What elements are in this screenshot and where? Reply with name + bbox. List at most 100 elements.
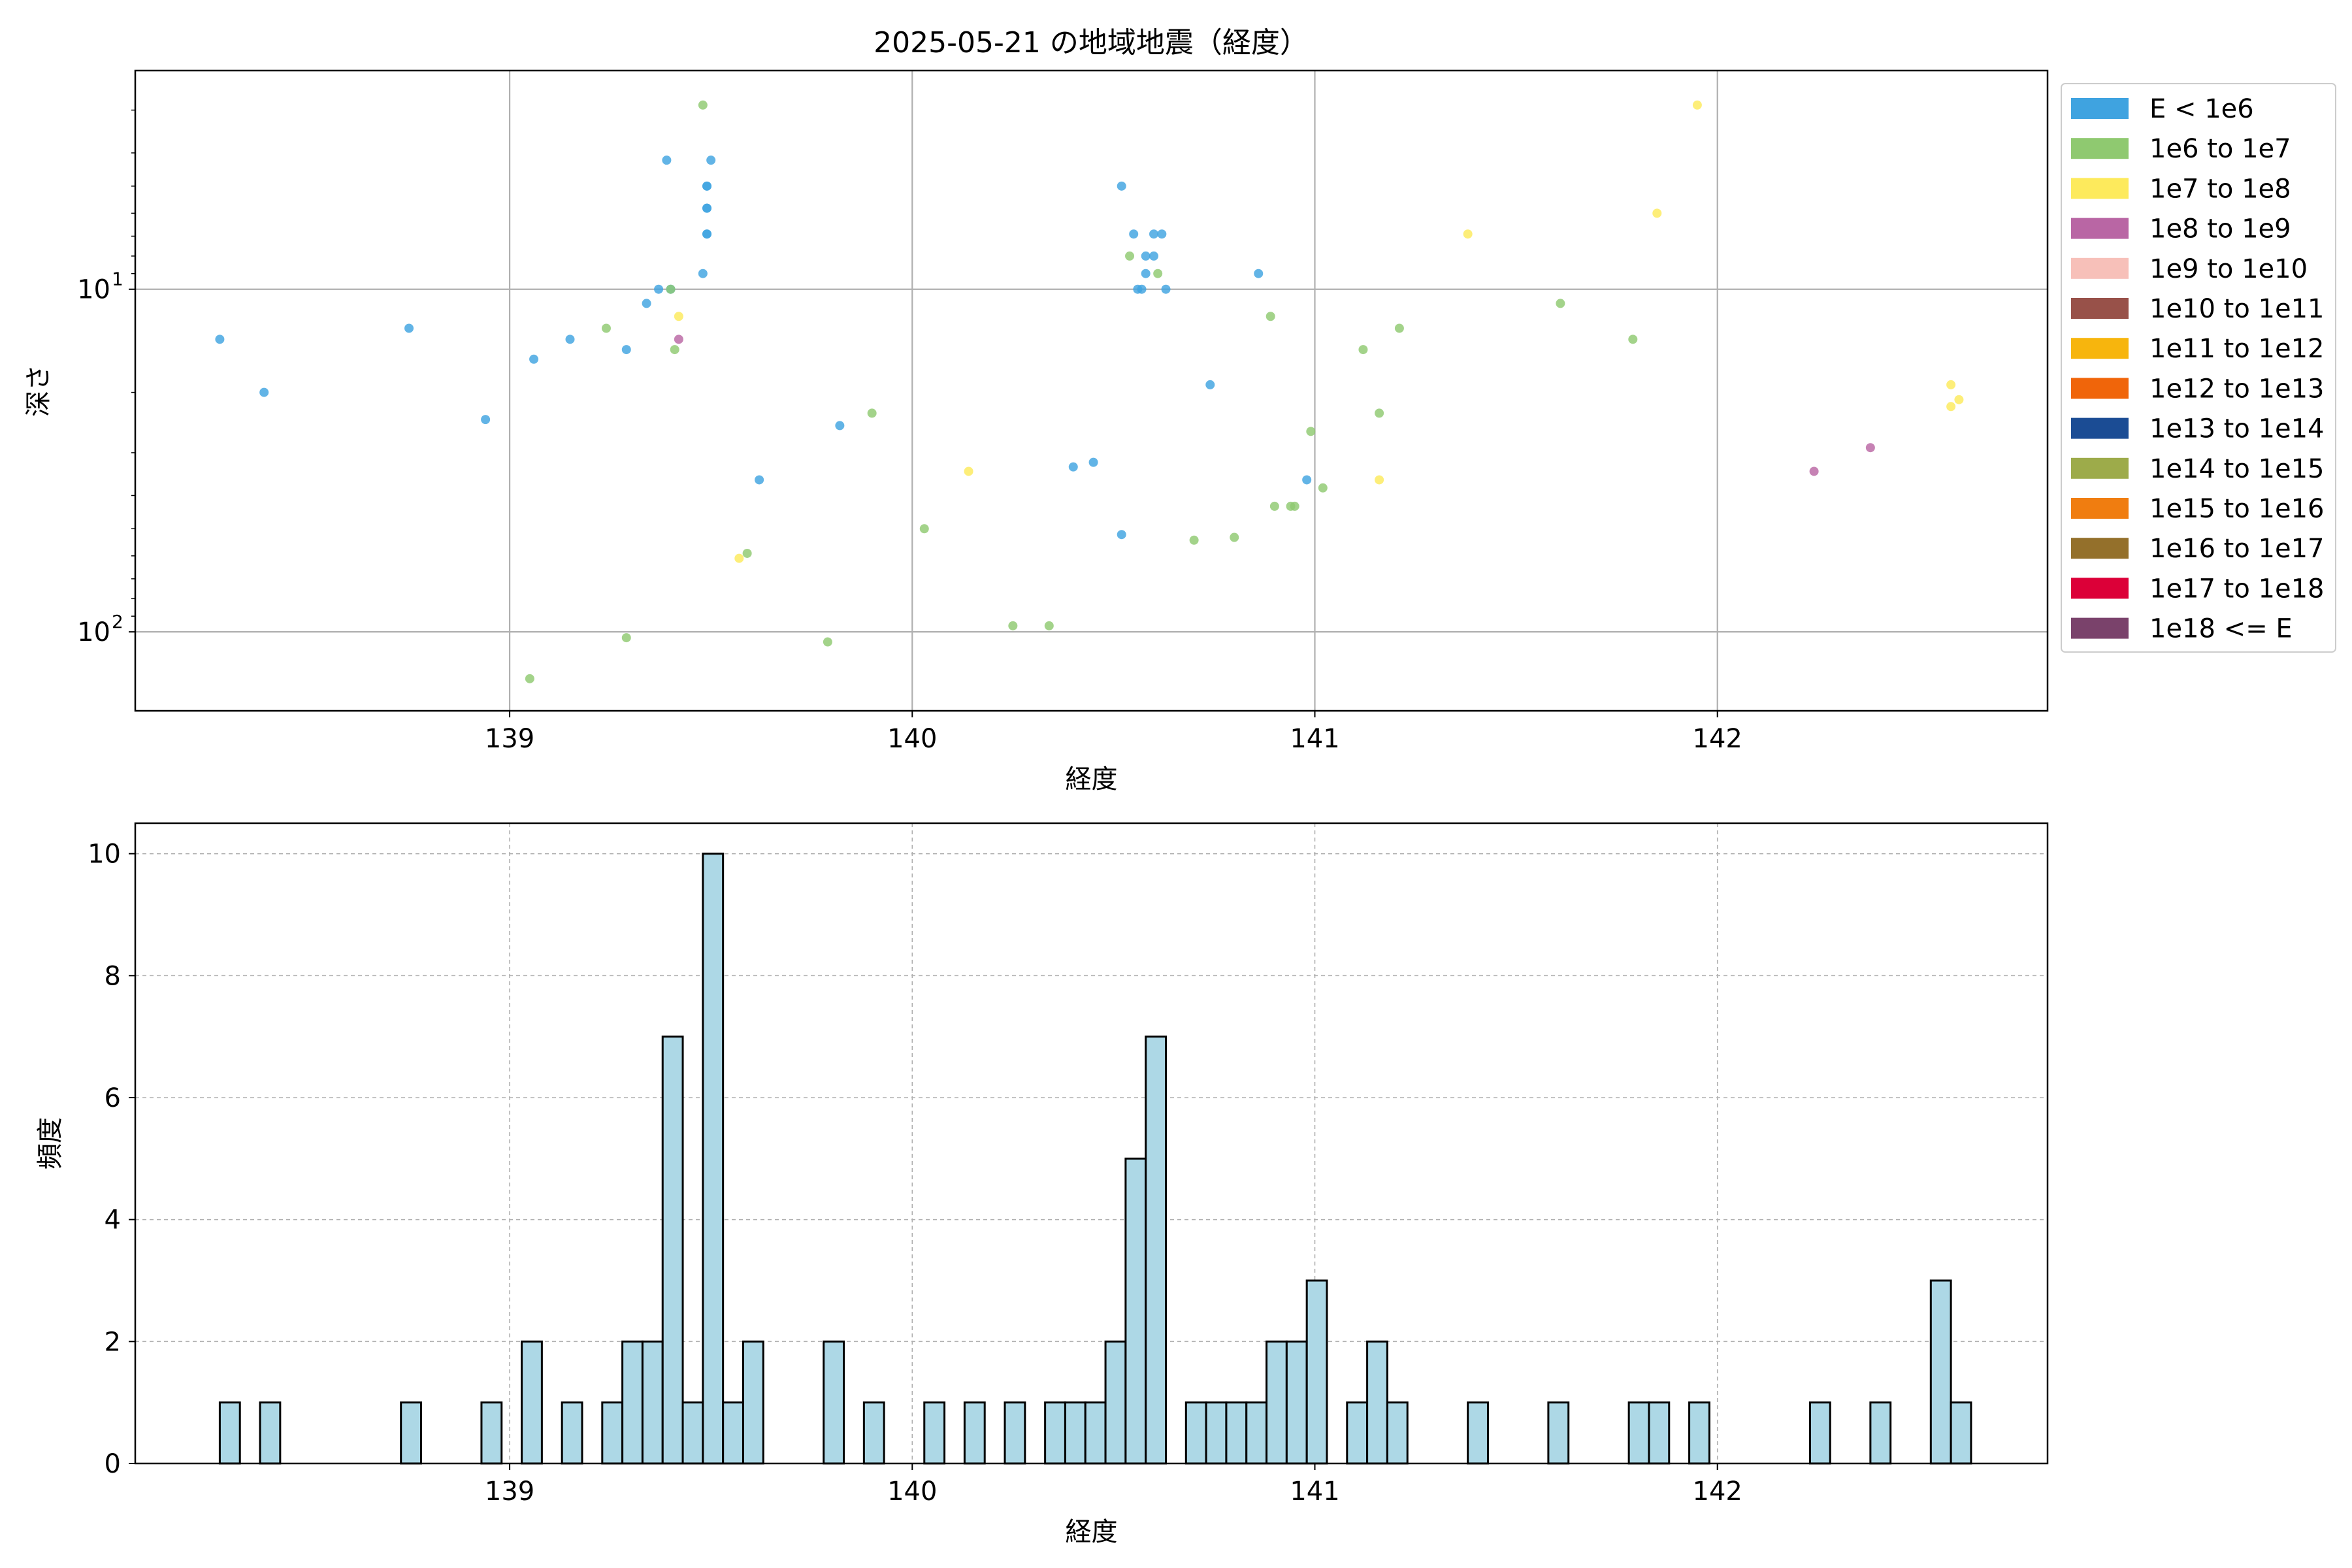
histogram-y-tick-label: 0	[105, 1449, 121, 1479]
scatter-y-axis-label: 深さ	[24, 365, 54, 417]
scatter-point	[259, 387, 269, 397]
histogram-x-tick-label: 141	[1290, 1477, 1339, 1507]
scatter-point	[1375, 408, 1384, 418]
scatter-x-tick-label: 140	[887, 724, 937, 754]
scatter-point	[919, 524, 929, 534]
legend-swatch	[2071, 338, 2129, 359]
histogram-y-tick-label: 4	[105, 1205, 121, 1235]
scatter-point	[1358, 345, 1368, 355]
scatter-point	[529, 354, 539, 364]
scatter-point	[1463, 229, 1473, 239]
scatter-point	[404, 323, 414, 333]
legend-swatch	[2071, 617, 2129, 639]
scatter-point	[823, 637, 832, 647]
legend-swatch	[2071, 378, 2129, 399]
histogram-bar	[1688, 1401, 1710, 1465]
legend-swatch	[2071, 298, 2129, 319]
histogram: 139 140 141 142 0 2 4 6 8 10 経度 頻度	[35, 822, 2049, 1547]
scatter-point	[734, 553, 744, 563]
scatter-point	[525, 674, 534, 683]
histogram-bar	[1869, 1401, 1892, 1465]
histogram-bar	[661, 1036, 684, 1465]
histogram-bar	[722, 1401, 744, 1465]
histogram-bar	[1184, 1401, 1207, 1465]
scatter-point	[621, 345, 631, 355]
legend-label: 1e6 to 1e7	[2149, 134, 2291, 164]
scatter-point	[1652, 208, 1662, 218]
scatter-point	[601, 323, 611, 333]
scatter-x-axis-label: 経度	[1066, 764, 1118, 794]
scatter-point	[1141, 251, 1151, 261]
scatter-point	[1692, 100, 1702, 110]
scatter-point	[835, 421, 845, 431]
legend-label: 1e17 to 1e18	[2149, 574, 2325, 604]
histogram-bar	[1225, 1401, 1248, 1465]
legend-swatch	[2071, 98, 2129, 119]
scatter-point	[1809, 466, 1819, 476]
histogram-bar	[1104, 1340, 1127, 1465]
histogram-y-tick-label: 6	[105, 1083, 121, 1113]
histogram-bar	[1266, 1340, 1288, 1465]
scatter-point	[702, 181, 712, 191]
legend-label: E < 1e6	[2149, 94, 2254, 124]
scatter-point	[666, 284, 676, 294]
scatter-point	[642, 299, 651, 308]
scatter-point	[1946, 402, 1956, 412]
histogram-bar	[1386, 1401, 1409, 1465]
scatter-x-tick-label: 139	[485, 724, 534, 754]
legend-label: 1e12 to 1e13	[2149, 374, 2325, 404]
histogram-bar	[218, 1401, 241, 1465]
scatter-point	[654, 284, 664, 294]
scatter-point	[1865, 443, 1875, 453]
legend-label: 1e8 to 1e9	[2149, 214, 2291, 244]
histogram-bar	[1305, 1279, 1328, 1465]
scatter-point	[702, 229, 712, 239]
scatter-point	[215, 335, 225, 344]
legend-swatch	[2071, 457, 2129, 479]
scatter-y-tick-label: 10	[77, 617, 110, 647]
legend-swatch	[2071, 578, 2129, 599]
scatter-point	[1230, 532, 1239, 542]
scatter-point	[1117, 181, 1126, 191]
histogram-x-tick-label: 139	[485, 1477, 534, 1507]
histogram-bar	[1124, 1157, 1147, 1465]
histogram-bar	[1064, 1401, 1086, 1465]
histogram-bar	[1145, 1036, 1167, 1465]
histogram-y-tick-label: 10	[88, 840, 121, 870]
legend-swatch	[2071, 178, 2129, 199]
scatter-y-tick-label: 10	[77, 275, 110, 305]
histogram-gridlines	[135, 823, 2048, 1463]
histogram-y-tick-label: 8	[105, 961, 121, 991]
scatter-point	[1161, 284, 1171, 294]
legend-label: 1e7 to 1e8	[2149, 174, 2291, 204]
histogram-bar	[1285, 1340, 1308, 1465]
histogram-bar	[1547, 1401, 1570, 1465]
scatter-point	[1068, 462, 1078, 472]
legend-label: 1e15 to 1e16	[2149, 494, 2325, 524]
scatter-x-tick-label: 142	[1693, 724, 1742, 754]
histogram-bar	[1648, 1401, 1671, 1465]
legend-swatch	[2071, 218, 2129, 239]
histogram-bar	[1245, 1401, 1268, 1465]
scatter-point	[662, 155, 672, 165]
scatter-y-tick-exponent: 2	[112, 611, 123, 632]
scatter-point	[742, 548, 752, 558]
scatter-point	[1375, 475, 1384, 485]
scatter-point	[1157, 229, 1167, 239]
histogram-x-ticks: 139 140 141 142	[485, 1463, 1742, 1507]
scatter-point	[1628, 335, 1638, 344]
scatter-point	[1318, 483, 1328, 493]
histogram-y-axis-label: 頻度	[35, 1117, 65, 1169]
scatter-point	[670, 345, 679, 355]
histogram-bar	[641, 1340, 664, 1465]
scatter-point	[565, 335, 575, 344]
scatter-point	[1306, 427, 1316, 436]
histogram-bar	[1346, 1401, 1369, 1465]
scatter-point	[1153, 269, 1163, 278]
histogram-bar	[621, 1340, 644, 1465]
scatter-point	[1189, 535, 1199, 545]
legend-label: 1e11 to 1e12	[2149, 334, 2325, 364]
